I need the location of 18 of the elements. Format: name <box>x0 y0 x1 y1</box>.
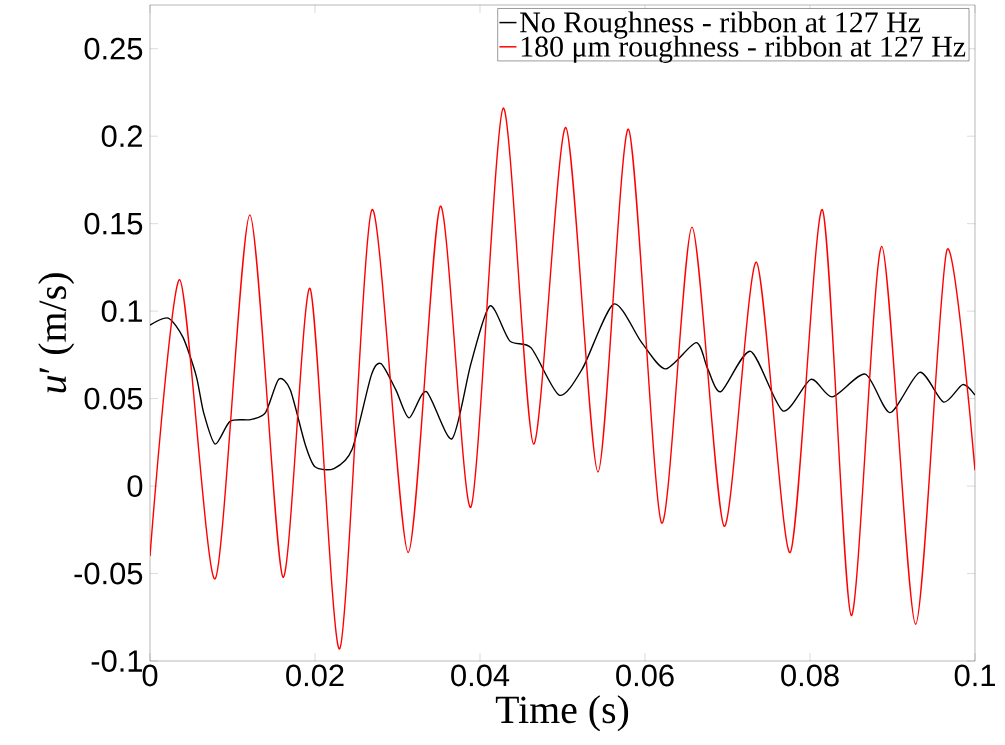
y-axis-title: u′ (m/s) <box>38 273 75 393</box>
x-tick-label: 0.04 <box>451 664 510 687</box>
y-tick-label: -0.1 <box>91 650 142 672</box>
line-series <box>150 107 976 650</box>
y-tick-label: 0.05 <box>84 387 143 410</box>
x-axis-title: Time (s) <box>495 695 629 732</box>
x-tick-label: 0.02 <box>286 664 344 687</box>
y-tick-label: 0.15 <box>84 212 143 235</box>
x-tick-label: 0.1 <box>954 664 995 687</box>
y-tick-label: 0.1 <box>101 300 142 323</box>
y-tick-label: 0.25 <box>84 37 143 60</box>
line-series <box>150 303 976 471</box>
x-tick-label: 0.06 <box>616 664 674 687</box>
y-tick-label: 0 <box>127 475 143 497</box>
y-tick-label: 0.2 <box>101 125 142 148</box>
x-tick-label: 0 <box>142 664 158 687</box>
x-tick-label: 0.08 <box>781 664 839 687</box>
y-tick-label: -0.05 <box>74 562 143 585</box>
